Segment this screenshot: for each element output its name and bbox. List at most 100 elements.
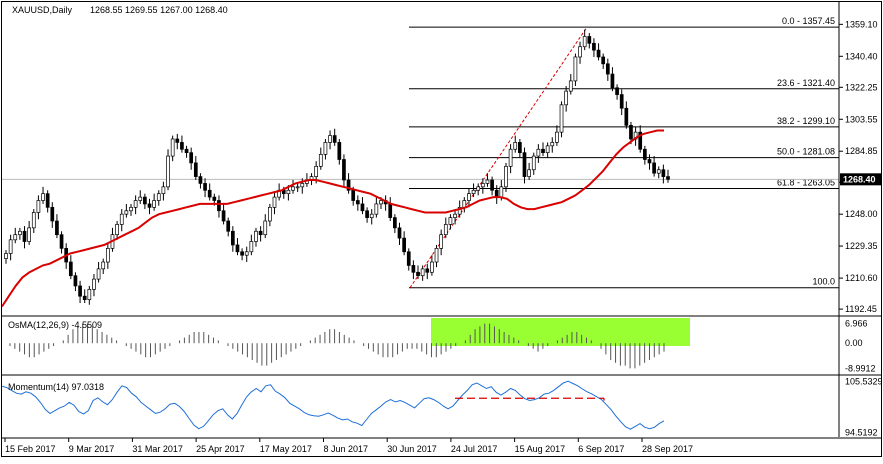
- candle-body: [476, 186, 481, 191]
- candle-body: [180, 142, 184, 150]
- moving-average-line: [1, 129, 664, 308]
- candle-body: [156, 193, 161, 201]
- candle-body: [369, 213, 374, 218]
- price-tick-label: 1359.10: [845, 19, 878, 29]
- time-tick-label: 15 Aug 2017: [515, 444, 566, 454]
- time-tick-label: 24 Jul 2017: [451, 444, 498, 454]
- candle-body: [82, 295, 87, 300]
- candle-body: [536, 148, 541, 157]
- candle-body: [443, 224, 448, 236]
- candle-body: [508, 148, 513, 167]
- fib-level-label: 100.0: [812, 277, 835, 287]
- candle-body: [272, 196, 277, 208]
- candle-body: [129, 206, 133, 212]
- candle-body: [480, 183, 485, 188]
- time-tick-label: 8 Jun 2017: [324, 444, 369, 454]
- osma-tick-label: 0.00: [845, 338, 863, 348]
- momentum-tick-label: 105.5329: [845, 376, 883, 386]
- candle-body: [212, 196, 217, 201]
- fib-level-label: 0.0 - 1357.45: [782, 16, 835, 26]
- candle-body: [629, 124, 633, 140]
- candle-body: [471, 189, 476, 195]
- candle-body: [96, 268, 101, 280]
- candle-body: [41, 193, 45, 201]
- time-tick-label: 31 Mar 2017: [132, 444, 183, 454]
- time-tick-label: 15 Feb 2017: [5, 444, 56, 454]
- candle-body: [490, 179, 494, 191]
- candle-body: [638, 131, 643, 150]
- candle-body: [346, 179, 351, 191]
- osma-tick-label: -8.9912: [845, 363, 876, 373]
- time-tick-label: 9 Mar 2017: [69, 444, 115, 454]
- candle-body: [244, 251, 249, 256]
- candle-body: [596, 49, 601, 58]
- momentum-panel: 105.5329 94.5192: [1, 376, 883, 437]
- candle-body: [217, 200, 221, 212]
- candle-body: [624, 107, 629, 126]
- candle-body: [416, 271, 420, 277]
- candle-body: [263, 220, 268, 236]
- osma-tick-label: 6.966: [845, 319, 868, 329]
- price-tick-label: 1210.60: [845, 273, 878, 283]
- candle-body: [119, 213, 124, 225]
- candle-body: [406, 251, 411, 266]
- price-tick-label: 1322.25: [845, 82, 878, 92]
- candle-body: [221, 210, 226, 222]
- candle-body: [22, 230, 27, 242]
- momentum-line: [1, 380, 665, 430]
- price-tick-label: 1229.35: [845, 241, 878, 251]
- current-price-tag: [840, 173, 882, 186]
- candle-body: [601, 56, 606, 65]
- candle-body: [124, 210, 129, 215]
- candle-body: [619, 94, 624, 109]
- time-tick-label: 6 Sep 2017: [578, 444, 624, 454]
- candle-body: [541, 148, 545, 154]
- price-tick-label: 1192.45: [845, 304, 877, 314]
- candle-body: [249, 241, 254, 253]
- candle-body: [467, 193, 471, 201]
- candle-body: [254, 230, 258, 242]
- candle-body: [87, 289, 92, 300]
- candle-body: [286, 189, 291, 195]
- candle-body: [268, 206, 272, 222]
- time-tick-label: 17 May 2017: [260, 444, 312, 454]
- candle-body: [351, 189, 356, 201]
- candle-body: [115, 224, 119, 236]
- osma-title: OsMA(12,26,9) -4.5509: [8, 320, 102, 330]
- panel-labels: XAUUSD,Daily 1268.55 1269.55 1267.00 126…: [8, 5, 228, 392]
- candle-body: [666, 176, 670, 180]
- candle-body: [365, 210, 369, 218]
- time-tick-label: 30 Jun 2017: [387, 444, 437, 454]
- momentum-title: Momentum(14) 97.0318: [8, 382, 104, 392]
- candle-body: [13, 234, 18, 241]
- candle-body: [332, 135, 337, 143]
- candle-body: [189, 152, 194, 164]
- candle-body: [342, 159, 346, 181]
- candle-body: [161, 186, 166, 195]
- candle-body: [138, 196, 143, 201]
- candle-body: [318, 154, 323, 167]
- candle-body: [18, 230, 22, 236]
- candle-body: [27, 227, 31, 242]
- candle-body: [147, 203, 152, 208]
- candle-body: [235, 244, 240, 253]
- candle-body: [166, 155, 170, 188]
- candle-body: [430, 261, 434, 273]
- candle-body: [388, 203, 393, 218]
- candle-body: [198, 176, 203, 184]
- ohlc-readout: 1268.55 1269.55 1267.00 1268.40: [90, 5, 228, 15]
- candle-body: [50, 206, 55, 222]
- candle-body: [402, 237, 406, 253]
- momentum-tick-label: 94.5192: [845, 427, 878, 437]
- candle-body: [494, 189, 499, 198]
- candle-body: [605, 63, 610, 75]
- time-axis: 15 Feb 2017 9 Mar 2017 31 Mar 2017 25 Apr 2…: [4, 438, 693, 454]
- fib-level-label: 38.2 - 1299.10: [777, 116, 835, 126]
- candle-body: [513, 142, 518, 150]
- candle-body: [230, 230, 235, 246]
- candle-body: [291, 186, 295, 191]
- candle-body: [152, 200, 156, 208]
- candle-body: [78, 285, 82, 297]
- candle-body: [425, 268, 430, 273]
